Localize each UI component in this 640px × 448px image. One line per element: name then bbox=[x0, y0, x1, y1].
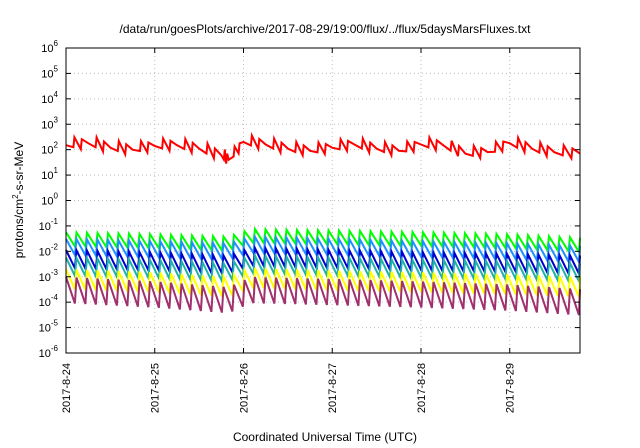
y-tick-label: 101 bbox=[41, 166, 58, 182]
y-tick-label: 106 bbox=[41, 39, 58, 55]
x-tick-label: 2017-8-28 bbox=[416, 363, 428, 413]
y-tick-label: 105 bbox=[41, 64, 58, 80]
series-line-2 bbox=[65, 226, 581, 255]
series-lines bbox=[65, 131, 581, 316]
y-tick-exponent: 2 bbox=[54, 141, 59, 150]
y-axis-ticks: 10610510410310210110010-110-210-310-410-… bbox=[39, 39, 580, 360]
y-tick-label: 102 bbox=[41, 141, 58, 157]
y-tick-base: 10 bbox=[39, 246, 51, 258]
y-tick-base: 10 bbox=[39, 348, 51, 360]
y-tick-base: 10 bbox=[41, 68, 53, 80]
y-tick-label: 10-6 bbox=[39, 344, 59, 360]
y-tick-base: 10 bbox=[39, 272, 51, 284]
y-tick-exponent: -3 bbox=[51, 268, 59, 277]
x-axis-label: Coordinated Universal Time (UTC) bbox=[233, 430, 417, 444]
series-line-1 bbox=[65, 131, 581, 164]
y-tick-exponent: -4 bbox=[51, 293, 59, 302]
y-tick-exponent: 3 bbox=[54, 115, 59, 124]
y-tick-exponent: 4 bbox=[54, 90, 59, 99]
grid-lines bbox=[65, 47, 580, 354]
x-tick-label: 2017-8-27 bbox=[327, 363, 339, 413]
y-axis-label-main: protons/cm bbox=[12, 199, 26, 258]
y-tick-exponent: 0 bbox=[54, 192, 59, 201]
y-axis-label: protons/cm2-s-sr-MeV bbox=[11, 142, 26, 258]
series-line-3 bbox=[65, 233, 581, 266]
y-tick-base: 10 bbox=[41, 145, 53, 157]
y-tick-exponent: -1 bbox=[51, 217, 59, 226]
x-tick-label: 2017-8-25 bbox=[150, 363, 162, 413]
y-tick-label: 103 bbox=[41, 115, 58, 131]
series-line-5 bbox=[65, 252, 581, 286]
y-tick-label: 100 bbox=[41, 192, 58, 208]
y-tick-label: 104 bbox=[41, 90, 58, 106]
y-tick-exponent: -6 bbox=[51, 344, 59, 353]
y-tick-exponent: 1 bbox=[54, 166, 59, 175]
y-tick-base: 10 bbox=[39, 297, 51, 309]
x-axis-ticks: 2017-8-24 2017-8-25 2017-8-26 2017-8-27 2017… bbox=[61, 48, 517, 413]
y-tick-base: 10 bbox=[41, 43, 53, 55]
y-axis-label-exponent: 2 bbox=[11, 194, 20, 199]
y-tick-label: 10-2 bbox=[39, 242, 59, 258]
x-tick-label: 2017-8-24 bbox=[61, 363, 73, 413]
y-tick-base: 10 bbox=[41, 170, 53, 182]
y-tick-base: 10 bbox=[41, 119, 53, 131]
y-tick-label: 10-4 bbox=[39, 293, 59, 309]
y-tick-base: 10 bbox=[41, 196, 53, 208]
series-line-7 bbox=[65, 276, 581, 316]
y-tick-base: 10 bbox=[39, 221, 51, 233]
y-tick-label: 10-5 bbox=[39, 319, 59, 335]
y-tick-exponent: 5 bbox=[54, 64, 59, 73]
x-tick-label: 2017-8-29 bbox=[505, 363, 517, 413]
x-tick-label: 2017-8-26 bbox=[238, 363, 250, 413]
y-tick-exponent: -5 bbox=[51, 319, 59, 328]
y-tick-label: 10-1 bbox=[39, 217, 59, 233]
y-tick-exponent: -2 bbox=[51, 242, 59, 251]
chart-title: /data/run/goesPlots/archive/2017-08-29/1… bbox=[120, 22, 532, 36]
y-axis-label-units: -s-sr-MeV bbox=[12, 142, 26, 195]
y-tick-exponent: 6 bbox=[54, 39, 59, 48]
y-tick-label: 10-3 bbox=[39, 268, 59, 284]
y-tick-base: 10 bbox=[41, 94, 53, 106]
y-tick-base: 10 bbox=[39, 323, 51, 335]
